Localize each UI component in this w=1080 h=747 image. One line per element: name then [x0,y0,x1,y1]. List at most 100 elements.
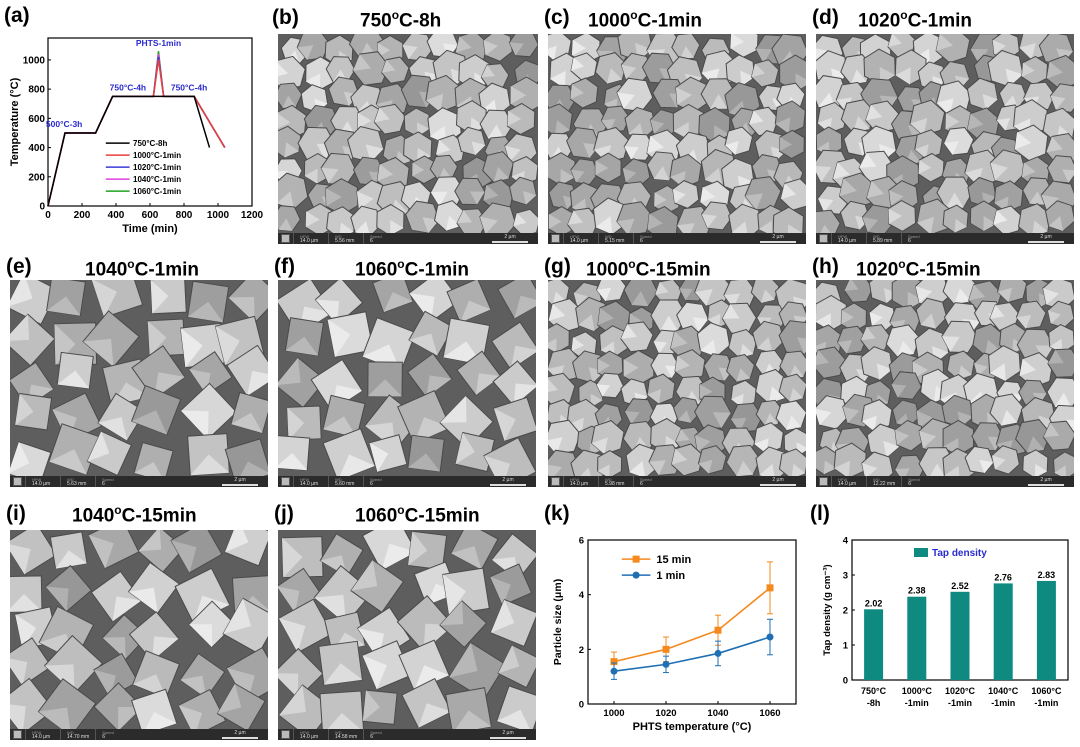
sem-grain-facet [862,217,879,233]
panel-label-j: (j) [274,502,294,525]
sem-grain-facet [895,67,911,85]
sem-grain-facet [779,137,792,152]
sem-grain-facet [479,216,498,233]
sem-grain-facet [692,317,709,332]
sem-grain-facet [653,341,667,354]
sem-info-value: 6 [908,237,911,244]
sem-grain-facet [655,281,669,295]
panel-title-b: 750oC-8h [360,8,442,32]
sem-image-f: HFW 14.0 µm WD 5.60 mm Speed 6 2 µm [278,280,536,487]
sem-grain-facet [990,162,1008,181]
sem-grain-facet [673,122,689,140]
sem-grain-facet [287,407,305,441]
sem-logo-icon [819,234,828,243]
sem-info-hfw: HFW 14.0 µm [563,233,598,244]
sem-info-key: Speed [370,476,382,482]
sem-grain-facet [54,323,76,365]
sem-grain-facet [624,146,639,160]
sem-scale-line [1028,241,1064,243]
sem-grain-facet [407,453,441,472]
sem-grain-facet [223,598,251,634]
sem-grain-facet [748,110,764,125]
sem-info-value: 14.0 µm [300,237,319,244]
sem-info-wd: WD 14.58 mm [328,729,363,740]
sem-grain-facet [571,337,585,351]
panel-title-g: 1000oC-15min [586,257,711,281]
sem-grain-facet [860,326,876,341]
sem-info-wd: WD 5.89 mm [866,233,901,244]
sem-grain-facet [1019,358,1037,376]
sem-info-value: 14.58 mm [335,733,358,740]
sem-grain-facet [958,365,972,380]
sem-grain-facet [450,546,482,570]
sem-grain-facet [190,454,230,476]
sem-scale-line [760,241,796,243]
sem-grain-facet [571,39,586,56]
sem-grain-facet [55,550,88,569]
sem-grain-facet [844,280,859,291]
panel-label-f: (f) [274,255,295,278]
sem-grain-facet [780,183,797,200]
sem-grain-facet [861,463,878,476]
sem-grain-facet [730,34,745,49]
sem-grain-facet [180,675,207,699]
sem-grain-facet [457,209,472,224]
sem-grain-facet [10,704,26,729]
sem-grain-facet [1043,288,1060,305]
sem-grain-facet [888,34,902,47]
panel-label-d: (d) [812,6,839,29]
sem-grain [917,152,945,183]
sem-grain-facet [606,68,623,84]
sem-grain-facet [548,338,557,353]
sem-grain-facet [757,336,773,353]
y-tick-label: 600 [28,114,45,125]
sem-grain-facet [46,296,81,316]
series-line [47,95,211,207]
sem-grain-facet [907,291,924,310]
x-tick-label: -1min [1034,698,1058,708]
sem-grain-facet [679,288,693,301]
sem-grain-facet [751,63,766,78]
sem-grain-facet [914,144,929,159]
sem-logo-icon [551,234,560,243]
sem-grain-facet [369,442,389,473]
y-tick-label: 4 [843,536,849,547]
sem-info-key: Speed [102,476,114,482]
sem-scale-line [490,737,526,739]
sem-grain-facet [279,685,306,716]
sem-info-value: 14.0 µm [570,237,589,244]
sem-grain-facet [617,92,635,110]
sem-info-value: 5.89 mm [873,237,893,244]
sem-scale-bar: 2 µm [488,730,528,739]
sem-grain-facet [1000,409,1018,426]
sem-grain-facet [178,705,203,729]
sem-grain-facet [759,463,775,476]
sem-info-speed: Speed 6 [363,729,398,740]
sem-grain-facet [567,210,584,225]
sem-grain-facet [339,454,376,476]
y-axis-label: Particle size (μm) [552,579,564,665]
sem-info-key: HFW [32,476,42,482]
sem-grain-facet [449,642,478,678]
sem-logo-icon [13,477,22,486]
sem-info-value: 12.22 mm [873,480,896,487]
sem-grain-facet [548,45,557,61]
y-tick-label: 4 [579,590,585,601]
sem-grain-facet [917,216,935,233]
sem-grain-facet [707,313,721,328]
sem-grain-facet [278,63,289,77]
sem-grain-facet [595,160,609,176]
sem-scale-bar: 2 µm [220,477,260,486]
sem-grain-facet [570,84,585,100]
sem-grain-facet [426,583,458,606]
x-tick-label: 1060°C [1031,686,1062,696]
panel-label-k: (k) [544,502,570,525]
sem-grain-facet [861,415,877,432]
sem-scale-line [490,484,526,486]
bar-value-label: 2.83 [1038,570,1056,580]
sem-grain-facet [700,186,716,203]
bar [993,583,1013,680]
sem-grain-facet [712,412,731,429]
x-tick-label: 750°C [861,686,887,696]
sem-grain-facet [548,437,563,455]
